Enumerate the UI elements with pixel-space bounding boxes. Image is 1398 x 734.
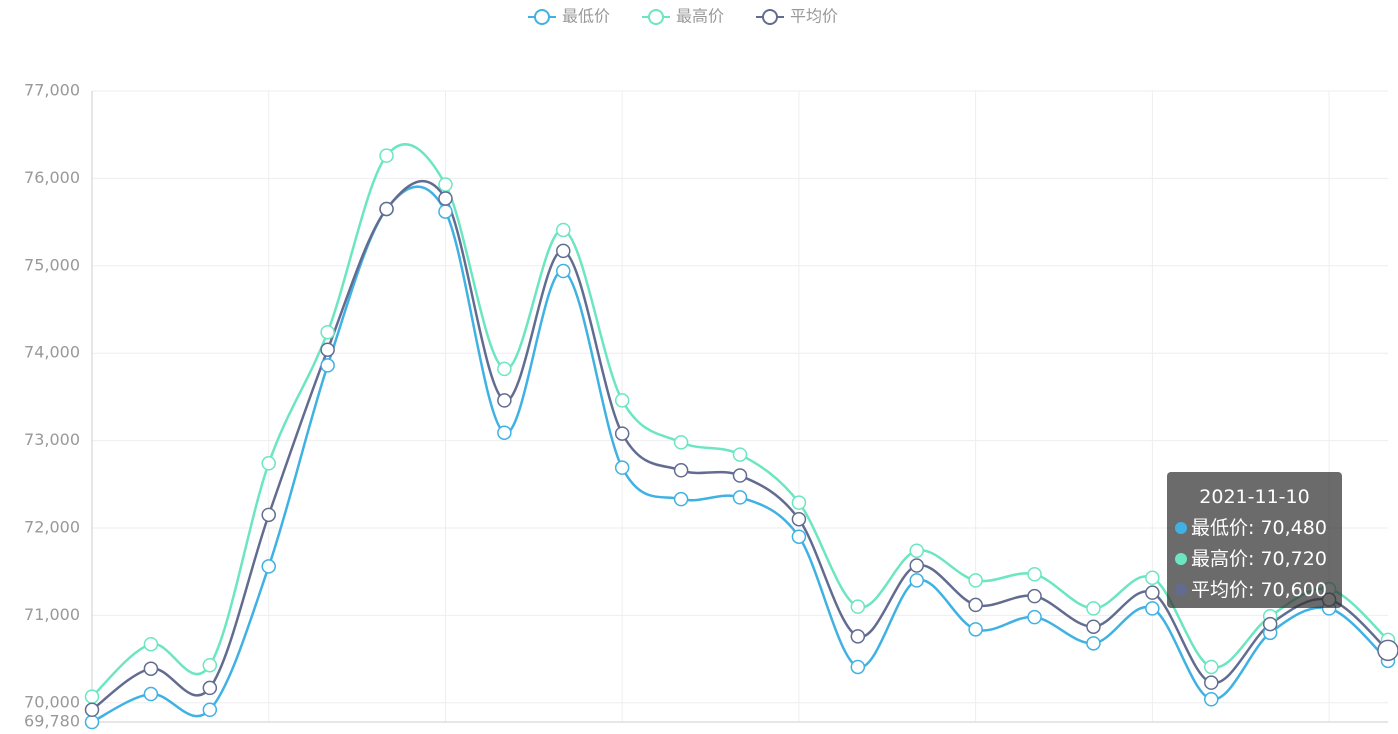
point: [1086, 601, 1101, 616]
point: [850, 599, 866, 614]
point: [791, 529, 807, 544]
point: [143, 661, 159, 676]
point: [497, 425, 512, 440]
point: [84, 689, 100, 704]
point: [673, 491, 689, 507]
point: [1145, 601, 1160, 616]
tooltip-row: 最高价: 70,720: [1175, 544, 1334, 575]
point: [614, 426, 630, 441]
legend-marker: [534, 9, 550, 25]
point: [143, 686, 159, 702]
point: [556, 222, 571, 238]
point: [850, 629, 866, 644]
y-tick-label: 75,000: [24, 255, 80, 274]
legend-label: 最高价: [676, 7, 724, 26]
point: [556, 243, 571, 259]
point: [968, 573, 983, 588]
point: [673, 463, 689, 478]
point: [732, 447, 748, 462]
point: [379, 148, 394, 163]
point: [261, 559, 276, 574]
tooltip-value: 70,600: [1260, 579, 1327, 601]
point: [497, 393, 512, 408]
tooltip-series-name: 最低价: [1191, 517, 1249, 539]
y-tick-label: 74,000: [24, 343, 80, 362]
point: [1145, 570, 1160, 586]
point: [320, 324, 335, 340]
tooltip-row: 平均价: 70,600: [1175, 575, 1334, 606]
point: [320, 342, 335, 357]
point: [202, 702, 218, 718]
point: [1377, 639, 1398, 662]
point: [202, 680, 218, 696]
tooltip-marker: [1175, 522, 1187, 534]
tooltip-title: 2021-11-10: [1199, 486, 1310, 508]
y-tick-label: 69,780: [24, 712, 80, 731]
tooltip-row: 最低价: 70,480: [1175, 513, 1334, 544]
point: [1204, 692, 1219, 707]
point: [1262, 616, 1278, 632]
point: [1027, 588, 1042, 604]
tooltip-series-name: 平均价: [1191, 579, 1249, 601]
point: [850, 659, 866, 675]
point: [438, 204, 453, 219]
point: [379, 201, 394, 217]
legend-label: 最低价: [562, 7, 610, 26]
point: [732, 468, 748, 483]
tooltip-marker: [1175, 584, 1187, 596]
tooltip-value: 70,720: [1260, 548, 1327, 570]
point: [1086, 636, 1101, 651]
tooltip-series-name: 最高价: [1191, 548, 1249, 570]
point: [909, 543, 924, 558]
tooltip-value: 70,480: [1260, 517, 1327, 539]
tooltip: 2021-11-10 最低价: 70,480 最高价: 70,720 平均价: 70…: [1167, 472, 1342, 608]
point: [556, 263, 571, 279]
y-tick-label: 77,000: [24, 81, 80, 100]
point: [791, 495, 807, 510]
point: [968, 597, 983, 613]
point: [1204, 659, 1219, 675]
point: [1086, 619, 1101, 634]
point: [497, 361, 512, 377]
y-tick-label: 70,000: [24, 692, 80, 711]
point: [791, 511, 807, 527]
series-line: [91, 179, 1389, 711]
point: [673, 435, 689, 450]
point: [202, 657, 218, 673]
tooltip-marker: [1175, 553, 1187, 565]
point: [909, 558, 924, 573]
y-tick-label: 76,000: [24, 168, 80, 187]
y-tick-label: 72,000: [24, 517, 80, 536]
point: [614, 393, 630, 408]
legend-marker: [648, 9, 664, 25]
y-tick-label: 71,000: [24, 605, 80, 624]
point: [1204, 675, 1219, 690]
point: [1145, 585, 1160, 600]
point: [438, 191, 453, 206]
point: [261, 507, 276, 523]
point: [1027, 609, 1042, 625]
y-tick-label: 73,000: [24, 430, 80, 449]
point: [614, 460, 630, 475]
point: [968, 622, 983, 637]
point: [1027, 567, 1042, 582]
point: [261, 456, 276, 471]
series-line: [91, 143, 1389, 698]
point: [143, 636, 159, 652]
legend-label: 平均价: [790, 7, 838, 26]
legend-marker: [762, 9, 778, 25]
point: [909, 573, 924, 588]
point: [732, 490, 748, 505]
point: [438, 177, 453, 192]
point: [320, 358, 335, 373]
point: [84, 702, 100, 718]
point: [84, 714, 100, 730]
